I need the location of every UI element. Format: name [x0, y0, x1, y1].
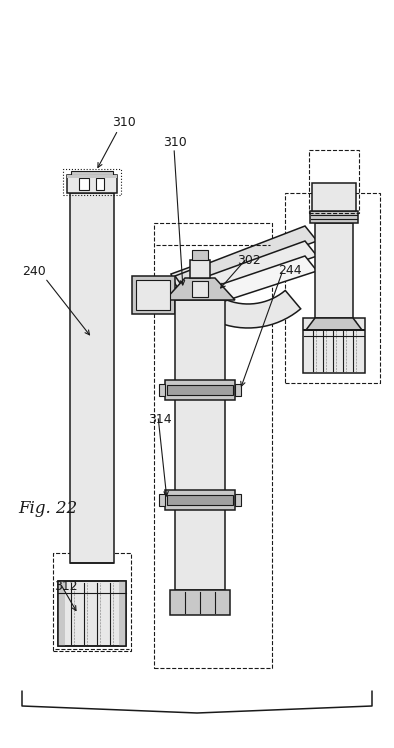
Polygon shape [165, 278, 235, 300]
Polygon shape [170, 590, 230, 615]
Polygon shape [67, 175, 117, 193]
Polygon shape [175, 241, 317, 302]
Polygon shape [315, 223, 321, 318]
Polygon shape [192, 281, 208, 297]
Polygon shape [108, 193, 114, 563]
Polygon shape [96, 178, 104, 190]
Polygon shape [347, 223, 353, 318]
Polygon shape [175, 226, 317, 290]
Text: 302: 302 [237, 254, 261, 267]
Polygon shape [119, 581, 126, 646]
Polygon shape [165, 490, 235, 510]
Text: 314: 314 [148, 413, 172, 426]
Polygon shape [171, 266, 301, 328]
Text: 244: 244 [278, 264, 302, 277]
Polygon shape [192, 250, 208, 260]
Polygon shape [303, 318, 365, 373]
Text: 240: 240 [22, 265, 46, 278]
Polygon shape [58, 581, 65, 646]
Text: Fig. 22: Fig. 22 [18, 500, 77, 517]
Polygon shape [167, 495, 233, 505]
Polygon shape [132, 276, 175, 314]
Polygon shape [71, 171, 113, 175]
Polygon shape [165, 380, 235, 400]
Polygon shape [136, 280, 170, 310]
Polygon shape [70, 193, 76, 563]
Text: 312: 312 [54, 580, 78, 593]
Polygon shape [58, 581, 126, 646]
Polygon shape [312, 183, 356, 211]
Text: 310: 310 [163, 136, 187, 149]
Polygon shape [175, 256, 317, 314]
Polygon shape [175, 300, 182, 590]
Polygon shape [79, 178, 89, 190]
Polygon shape [306, 318, 362, 330]
Polygon shape [175, 300, 225, 590]
Polygon shape [167, 385, 233, 395]
Text: 310: 310 [112, 116, 136, 129]
Polygon shape [159, 384, 165, 396]
Polygon shape [70, 193, 114, 563]
Polygon shape [159, 494, 165, 506]
Polygon shape [310, 211, 358, 223]
Polygon shape [218, 300, 225, 590]
Polygon shape [315, 223, 353, 318]
Polygon shape [235, 494, 241, 506]
Polygon shape [235, 384, 241, 396]
Polygon shape [190, 260, 210, 278]
Polygon shape [67, 175, 117, 178]
